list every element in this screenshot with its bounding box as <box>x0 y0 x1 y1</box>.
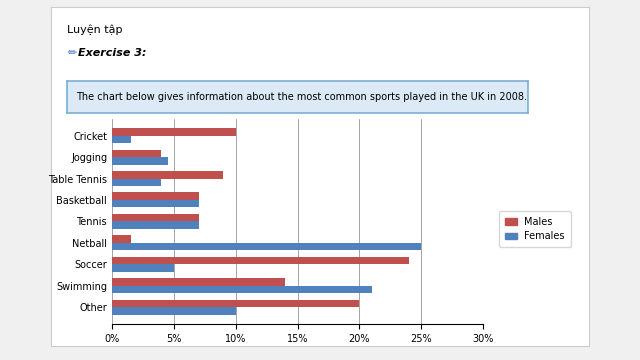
Bar <box>112 128 236 136</box>
Bar <box>112 235 131 243</box>
Bar <box>112 307 236 315</box>
Text: Luyện tập: Luyện tập <box>67 24 123 35</box>
Bar <box>112 257 409 264</box>
Text: The chart below gives information about the most common sports played in the UK : The chart below gives information about … <box>76 92 527 102</box>
Bar <box>112 243 421 250</box>
Bar <box>112 264 174 272</box>
Bar <box>112 214 198 221</box>
Bar <box>112 149 161 157</box>
Bar <box>112 286 372 293</box>
Legend: Males, Females: Males, Females <box>499 211 571 247</box>
Text: ✏: ✏ <box>67 48 77 58</box>
Bar <box>112 278 285 286</box>
Bar <box>112 300 360 307</box>
Bar <box>112 221 198 229</box>
Bar <box>112 179 161 186</box>
Text: Exercise 3:: Exercise 3: <box>78 48 147 58</box>
Bar <box>112 171 223 179</box>
Bar <box>112 193 198 200</box>
Bar <box>112 200 198 207</box>
Bar <box>112 157 168 165</box>
Bar <box>112 136 131 143</box>
